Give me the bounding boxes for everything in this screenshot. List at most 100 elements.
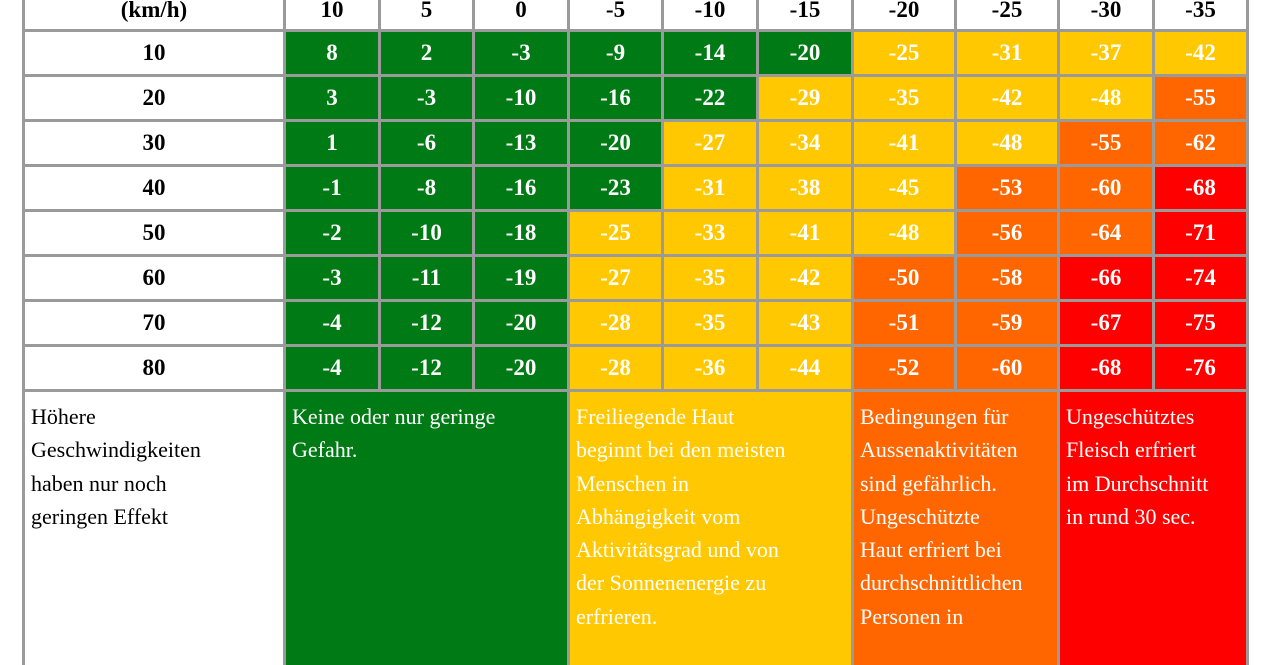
wind-chill-value: -11 (381, 257, 472, 299)
wind-chill-value: -48 (854, 212, 954, 254)
wind-chill-value: -68 (1155, 167, 1246, 209)
wind-chill-value: -56 (957, 212, 1057, 254)
wind-chill-value: -37 (1060, 32, 1152, 74)
wind-chill-value: -43 (759, 302, 851, 344)
wind-speed-label: 60 (25, 257, 283, 299)
wind-chill-value: -50 (854, 257, 954, 299)
wind-chill-value: -75 (1155, 302, 1246, 344)
wind-chill-value: -67 (1060, 302, 1152, 344)
wind-chill-value: -13 (475, 122, 567, 164)
wind-speed-label: 70 (25, 302, 283, 344)
wind-chill-value: -4 (286, 347, 378, 389)
wind-speed-label: 50 (25, 212, 283, 254)
wind-chill-value: -19 (475, 257, 567, 299)
wind-chill-value: -41 (854, 122, 954, 164)
speed-unit-header: (km/h) (25, 0, 283, 29)
wind-chill-value: -42 (957, 77, 1057, 119)
wind-speed-label: 80 (25, 347, 283, 389)
temperature-header: -35 (1155, 0, 1246, 29)
temperature-header: 5 (381, 0, 472, 29)
wind-chill-value: -33 (664, 212, 756, 254)
wind-chill-value: -64 (1060, 212, 1152, 254)
wind-chill-value: -74 (1155, 257, 1246, 299)
wind-chill-value: -66 (1060, 257, 1152, 299)
wind-chill-value: -8 (381, 167, 472, 209)
wind-chill-value: 8 (286, 32, 378, 74)
wind-chill-value: -31 (957, 32, 1057, 74)
wind-chill-value: -36 (664, 347, 756, 389)
temperature-header: -30 (1060, 0, 1152, 29)
wind-chill-value: -31 (664, 167, 756, 209)
wind-speed-label: 10 (25, 32, 283, 74)
wind-chill-value: -3 (381, 77, 472, 119)
legend-orange-dangerous: Bedingungen für Aussenaktivitäten sind g… (854, 392, 1057, 665)
wind-chill-value: -25 (854, 32, 954, 74)
wind-chill-value: -9 (570, 32, 661, 74)
wind-chill-value: -27 (570, 257, 661, 299)
wind-chill-value: -20 (475, 347, 567, 389)
temperature-header: 0 (475, 0, 567, 29)
wind-chill-value: -76 (1155, 347, 1246, 389)
wind-chill-value: -10 (475, 77, 567, 119)
wind-chill-value: -29 (759, 77, 851, 119)
wind-speed-label: 30 (25, 122, 283, 164)
wind-chill-value: -52 (854, 347, 954, 389)
wind-chill-value: -1 (286, 167, 378, 209)
temperature-header: -15 (759, 0, 851, 29)
wind-chill-value: -55 (1060, 122, 1152, 164)
wind-chill-value: -48 (957, 122, 1057, 164)
wind-chill-value: -62 (1155, 122, 1246, 164)
wind-chill-value: -53 (957, 167, 1057, 209)
wind-chill-value: -12 (381, 302, 472, 344)
wind-chill-value: -22 (664, 77, 756, 119)
wind-chill-value: -12 (381, 347, 472, 389)
wind-chill-value: -68 (1060, 347, 1152, 389)
wind-chill-value: -27 (664, 122, 756, 164)
wind-chill-value: -3 (286, 257, 378, 299)
wind-chill-value: 3 (286, 77, 378, 119)
wind-chill-value: -55 (1155, 77, 1246, 119)
wind-chill-value: -16 (570, 77, 661, 119)
wind-chill-value: -28 (570, 302, 661, 344)
wind-chill-value: -34 (759, 122, 851, 164)
legend-yellow-frostbite: Freiliegende Haut beginnt bei den meiste… (570, 392, 851, 665)
temperature-header: -10 (664, 0, 756, 29)
temperature-header: -25 (957, 0, 1057, 29)
temperature-header: -20 (854, 0, 954, 29)
wind-chill-value: -14 (664, 32, 756, 74)
wind-chill-value: -42 (1155, 32, 1246, 74)
wind-chill-value: -10 (381, 212, 472, 254)
wind-chill-value: -48 (1060, 77, 1152, 119)
wind-chill-value: -18 (475, 212, 567, 254)
wind-chill-value: 2 (381, 32, 472, 74)
wind-chill-value: -51 (854, 302, 954, 344)
legend-green-low-danger: Keine oder nur geringe Gefahr. (286, 392, 567, 665)
wind-chill-value: -41 (759, 212, 851, 254)
wind-chill-value: -38 (759, 167, 851, 209)
wind-chill-value: -42 (759, 257, 851, 299)
wind-chill-value: -20 (570, 122, 661, 164)
temperature-header: 10 (286, 0, 378, 29)
wind-chill-value: -35 (854, 77, 954, 119)
wind-speed-label: 40 (25, 167, 283, 209)
wind-chill-value: -2 (286, 212, 378, 254)
legend-speed-note: Höhere Geschwindigkeiten haben nur noch … (25, 392, 283, 665)
legend-red-extreme: Ungeschütztes Fleisch erfriert im Durchs… (1060, 392, 1246, 665)
wind-chill-value: -44 (759, 347, 851, 389)
wind-chill-value: -58 (957, 257, 1057, 299)
temperature-header: -5 (570, 0, 661, 29)
wind-chill-value: -20 (475, 302, 567, 344)
wind-chill-value: -60 (957, 347, 1057, 389)
wind-speed-label: 20 (25, 77, 283, 119)
wind-chill-value: -71 (1155, 212, 1246, 254)
wind-chill-value: -45 (854, 167, 954, 209)
wind-chill-value: -20 (759, 32, 851, 74)
wind-chill-value: -28 (570, 347, 661, 389)
wind-chill-value: -35 (664, 257, 756, 299)
wind-chill-value: -35 (664, 302, 756, 344)
wind-chill-value: 1 (286, 122, 378, 164)
wind-chill-value: -25 (570, 212, 661, 254)
wind-chill-value: -60 (1060, 167, 1152, 209)
wind-chill-value: -59 (957, 302, 1057, 344)
wind-chill-value: -3 (475, 32, 567, 74)
